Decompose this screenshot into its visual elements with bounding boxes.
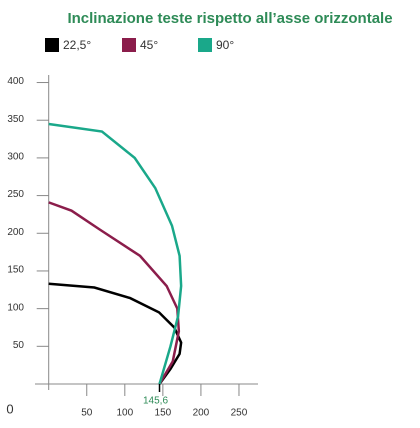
chart-title: Inclinazione teste rispetto all’asse ori… [67, 10, 392, 27]
y-tick-label: 350 [7, 114, 24, 125]
series-line [48, 201, 181, 385]
annotation-label: 145,6 [143, 396, 168, 407]
y-tick-label: 150 [7, 265, 24, 276]
x-tick-label: 100 [116, 408, 133, 419]
legend-swatch [122, 38, 136, 52]
y-tick-label: 200 [7, 227, 24, 238]
y-tick-label: 400 [7, 76, 24, 87]
y-tick-label: 50 [13, 340, 25, 351]
legend-label: 22,5° [63, 38, 91, 52]
legend-swatch [198, 38, 212, 52]
y-tick-label: 100 [7, 302, 24, 313]
legend-label: 90° [216, 38, 234, 52]
y-tick-label: 300 [7, 152, 24, 163]
y-tick-label: 250 [7, 189, 24, 200]
origin-label: 0 [6, 401, 13, 416]
legend-swatch [45, 38, 59, 52]
x-tick-label: 50 [81, 408, 93, 419]
x-tick-label: 250 [231, 408, 248, 419]
x-tick-label: 150 [155, 408, 172, 419]
series-line [48, 122, 183, 385]
legend-label: 45° [140, 38, 158, 52]
series-line [48, 282, 183, 385]
x-tick-label: 200 [193, 408, 210, 419]
